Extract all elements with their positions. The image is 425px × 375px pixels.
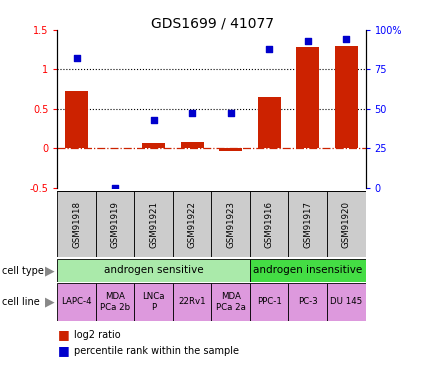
FancyBboxPatch shape: [327, 283, 366, 321]
Text: LNCa
P: LNCa P: [142, 292, 165, 312]
Point: [227, 111, 234, 117]
Text: 22Rv1: 22Rv1: [178, 297, 206, 306]
Point: [266, 46, 272, 52]
Text: MDA
PCa 2b: MDA PCa 2b: [100, 292, 130, 312]
Text: LAPC-4: LAPC-4: [61, 297, 92, 306]
FancyBboxPatch shape: [289, 283, 327, 321]
Text: DU 145: DU 145: [330, 297, 363, 306]
Text: GSM91920: GSM91920: [342, 201, 351, 248]
Text: ▶: ▶: [45, 296, 55, 308]
Text: androgen sensitive: androgen sensitive: [104, 266, 204, 275]
FancyBboxPatch shape: [250, 191, 289, 257]
FancyBboxPatch shape: [96, 283, 134, 321]
FancyBboxPatch shape: [250, 283, 289, 321]
Text: cell line: cell line: [2, 297, 40, 307]
FancyBboxPatch shape: [57, 283, 96, 321]
Bar: [142, 142, 165, 148]
Point: [112, 184, 119, 190]
FancyBboxPatch shape: [173, 191, 211, 257]
FancyBboxPatch shape: [96, 191, 134, 257]
FancyBboxPatch shape: [57, 259, 250, 282]
FancyBboxPatch shape: [211, 283, 250, 321]
Bar: [335, 46, 358, 148]
FancyBboxPatch shape: [211, 191, 250, 257]
Text: GSM91921: GSM91921: [149, 201, 158, 248]
Text: ■: ■: [57, 328, 69, 341]
Text: GSM91923: GSM91923: [226, 201, 235, 248]
Text: PC-3: PC-3: [298, 297, 317, 306]
Text: MDA
PCa 2a: MDA PCa 2a: [216, 292, 246, 312]
Bar: [219, 148, 242, 151]
FancyBboxPatch shape: [134, 191, 173, 257]
Point: [304, 38, 311, 44]
FancyBboxPatch shape: [289, 191, 327, 257]
FancyBboxPatch shape: [250, 259, 366, 282]
FancyBboxPatch shape: [134, 283, 173, 321]
Text: percentile rank within the sample: percentile rank within the sample: [74, 346, 239, 355]
FancyBboxPatch shape: [327, 191, 366, 257]
Text: GSM91918: GSM91918: [72, 201, 81, 248]
Text: cell type: cell type: [2, 266, 44, 276]
Text: ■: ■: [57, 344, 69, 357]
Bar: [296, 47, 319, 148]
Text: GSM91917: GSM91917: [303, 201, 312, 248]
Text: GDS1699 / 41077: GDS1699 / 41077: [151, 17, 274, 31]
Point: [343, 36, 350, 42]
Bar: [258, 97, 281, 148]
FancyBboxPatch shape: [173, 283, 211, 321]
Text: ▶: ▶: [45, 264, 55, 277]
Text: PPC-1: PPC-1: [257, 297, 282, 306]
Bar: [65, 91, 88, 148]
Point: [189, 111, 196, 117]
Text: androgen insensitive: androgen insensitive: [253, 266, 363, 275]
FancyBboxPatch shape: [57, 191, 96, 257]
Text: GSM91919: GSM91919: [110, 201, 120, 248]
Point: [73, 56, 80, 62]
Text: log2 ratio: log2 ratio: [74, 330, 121, 339]
Bar: [181, 142, 204, 148]
Text: GSM91916: GSM91916: [265, 201, 274, 248]
Point: [150, 117, 157, 123]
Text: GSM91922: GSM91922: [188, 201, 197, 248]
